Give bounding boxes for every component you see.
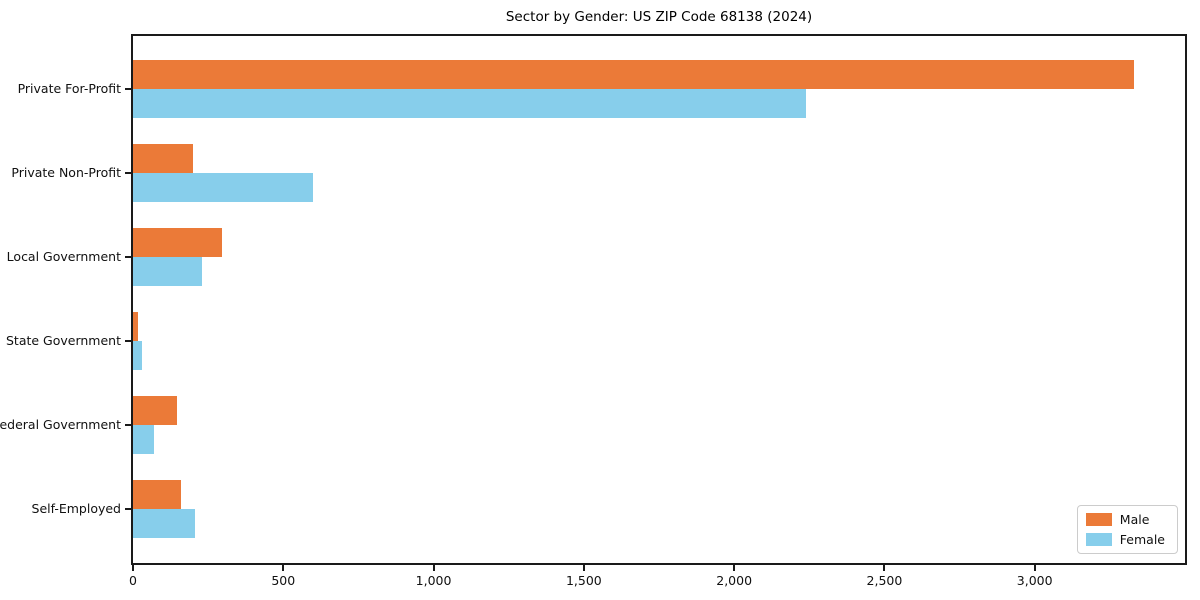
bar-female-state-government (133, 341, 143, 370)
y-tick-private-non-profit (125, 172, 131, 174)
x-tick-2500 (883, 565, 886, 571)
y-tick-state-government (125, 340, 131, 342)
bar-female-self-employed (133, 509, 195, 538)
y-tick-private-for-profit (125, 88, 131, 90)
category-label-private-for-profit: Private For-Profit (17, 81, 121, 96)
x-tick-label-2000: 2,000 (716, 573, 753, 588)
x-tick-3000 (1033, 565, 1036, 571)
legend-item-female: Female (1085, 532, 1165, 547)
bar-female-private-for-profit (133, 89, 807, 118)
bar-female-federal-government (133, 425, 155, 454)
y-tick-federal-government (125, 424, 131, 426)
x-tick-label-0: 0 (129, 573, 137, 588)
chart-title: Sector by Gender: US ZIP Code 68138 (202… (505, 9, 813, 25)
bar-male-local-government (133, 228, 222, 257)
bar-female-local-government (133, 257, 203, 286)
y-tick-local-government (125, 256, 131, 258)
x-tick-1500 (582, 565, 585, 571)
legend-item-male: Male (1085, 512, 1165, 527)
x-tick-label-1000: 1,000 (415, 573, 452, 588)
bar-male-private-for-profit (133, 60, 1134, 89)
x-tick-2000 (733, 565, 736, 571)
x-tick-label-2500: 2,500 (866, 573, 903, 588)
legend: Male Female (1076, 505, 1178, 554)
category-label-state-government: State Government (5, 333, 121, 348)
x-tick-500 (282, 565, 285, 571)
bar-male-private-non-profit (133, 144, 194, 173)
bar-male-self-employed (133, 480, 182, 509)
bar-male-state-government (133, 312, 138, 341)
x-tick-1000 (432, 565, 435, 571)
legend-label-female: Female (1119, 532, 1165, 547)
legend-swatch-female (1085, 533, 1112, 546)
x-tick-label-1500: 1,500 (565, 573, 602, 588)
category-label-private-non-profit: Private Non-Profit (11, 165, 121, 180)
bar-female-private-non-profit (133, 173, 314, 202)
y-tick-self-employed (125, 508, 131, 510)
category-label-federal-government: Federal Government (0, 417, 121, 432)
legend-swatch-male (1085, 513, 1112, 526)
x-tick-label-500: 500 (271, 573, 296, 588)
category-label-local-government: Local Government (6, 249, 121, 264)
plot-area: Male Female Private For-Profit Private Non… (0, 34, 1187, 588)
legend-label-male: Male (1119, 512, 1150, 527)
x-tick-label-3000: 3,000 (1016, 573, 1053, 588)
bar-male-federal-government (133, 396, 177, 425)
category-label-self-employed: Self-Employed (31, 501, 121, 516)
x-tick-0 (132, 565, 134, 571)
